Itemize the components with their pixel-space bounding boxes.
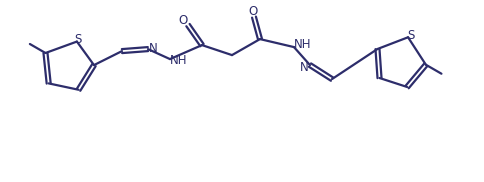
Text: O: O — [179, 14, 188, 27]
Text: N: N — [149, 42, 157, 55]
Text: N: N — [300, 61, 308, 74]
Text: NH: NH — [294, 38, 312, 51]
Text: S: S — [408, 29, 415, 42]
Text: O: O — [248, 5, 257, 18]
Text: S: S — [74, 33, 82, 46]
Text: NH: NH — [170, 54, 188, 67]
